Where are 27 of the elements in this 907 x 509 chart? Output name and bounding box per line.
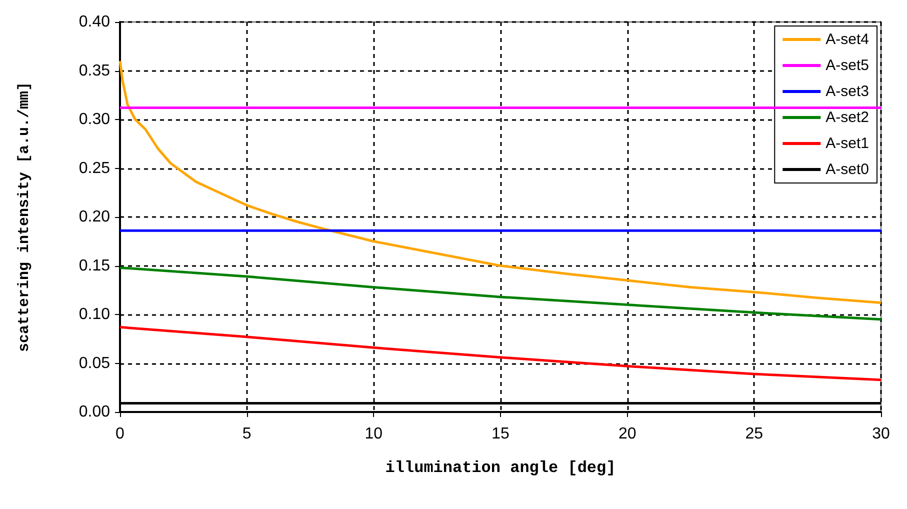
y-tick-label: 0.35 [78,62,110,80]
x-tick-label: 15 [492,426,510,442]
x-tick-label: 10 [364,426,383,442]
legend-label: A-set0 [826,161,870,178]
y-axis-title: scattering intensity [a.u./mm] [16,82,33,352]
y-tick-label: 0.10 [78,306,110,323]
line-series [118,60,882,304]
line-series [118,326,882,382]
x-tick-label: 0 [116,426,125,442]
legend-label: A-set4 [826,31,870,48]
y-tick-label: 0.25 [78,160,110,177]
legend-label: A-set1 [826,135,870,152]
legend-label: A-set2 [826,109,870,126]
x-tick-label: 5 [242,426,252,442]
y-tick-label: 0.05 [78,354,110,372]
x-tick-label: 25 [745,426,764,442]
legend-label: A-set3 [826,83,870,100]
x-axis-title: illumination angle [deg] [385,459,616,477]
y-tick-label: 0.00 [78,404,110,420]
y-tick-label: 0.40 [78,14,110,30]
line-series [118,266,882,321]
x-tick-label: 20 [618,426,636,442]
y-tick-label: 0.15 [78,257,110,274]
y-tick-label: 0.20 [78,208,110,226]
x-tick-label: 30 [872,426,890,442]
legend-label: A-set5 [826,57,870,74]
y-tick-label: 0.30 [78,111,110,128]
